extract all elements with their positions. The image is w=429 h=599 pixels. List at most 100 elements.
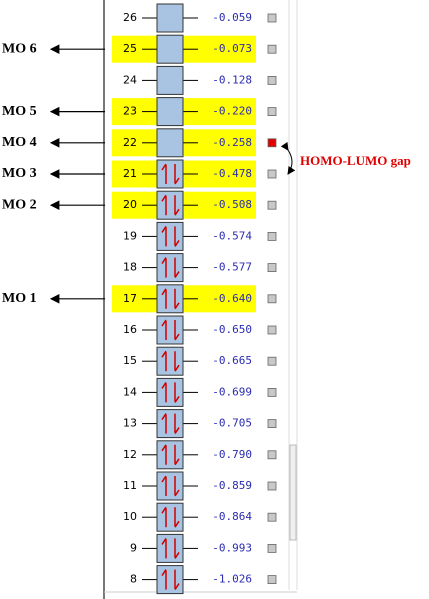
orbital-box[interactable]: [156, 65, 184, 95]
spin-down: [174, 257, 180, 279]
orbital-box[interactable]: [156, 34, 184, 64]
orbital-row[interactable]: 26 -0.059: [123, 3, 277, 33]
select-box[interactable]: [267, 169, 277, 179]
orbital-row[interactable]: 21 -0.478: [112, 159, 277, 189]
mo-label: MO 4: [2, 135, 37, 150]
orbital-box[interactable]: [156, 346, 184, 376]
orbital-box[interactable]: [156, 128, 184, 158]
orbital-box[interactable]: [156, 565, 184, 595]
spin-up: [161, 537, 167, 559]
orbital-row[interactable]: 16 -0.650: [123, 315, 277, 345]
orbital-energy: -0.059: [212, 11, 252, 24]
select-box[interactable]: [267, 419, 277, 429]
orbital-box[interactable]: [156, 377, 184, 407]
orbital-energy: -0.073: [212, 42, 252, 55]
spin-up: [161, 225, 167, 247]
orbital-row[interactable]: 22 -0.258: [112, 128, 277, 158]
orbital-energy: -1.026: [212, 573, 252, 586]
orbital-number: 15: [123, 354, 137, 367]
orbital-row[interactable]: 25 -0.073: [112, 34, 277, 64]
select-box[interactable]: [267, 450, 277, 460]
orbital-box[interactable]: [156, 190, 184, 220]
select-box[interactable]: [267, 387, 277, 397]
orbital-box[interactable]: [156, 97, 184, 127]
orbital-number: 20: [123, 198, 137, 211]
orbital-number: 21: [123, 167, 137, 180]
spin-up: [161, 444, 167, 465]
orbital-row[interactable]: 17 -0.640: [112, 284, 277, 314]
orbital-energy: -0.993: [212, 541, 252, 554]
spin-down: [174, 382, 180, 403]
select-box[interactable]: [267, 138, 277, 148]
orbital-box[interactable]: [156, 253, 184, 283]
select-box[interactable]: [267, 575, 277, 584]
spin-up: [161, 381, 167, 403]
select-box[interactable]: [267, 44, 277, 54]
orbital-row[interactable]: 9 -0.993: [130, 533, 277, 563]
gap-label: HOMO-LUMO gap: [300, 153, 411, 168]
orbital-energy: -0.665: [212, 354, 252, 367]
spin-down: [174, 476, 180, 497]
select-box[interactable]: [267, 512, 277, 522]
orbital-row[interactable]: 24 -0.128: [123, 65, 277, 95]
select-box[interactable]: [267, 13, 277, 23]
orbital-energy: -0.508: [212, 198, 252, 211]
spin-down: [174, 226, 180, 247]
orbital-box[interactable]: [156, 502, 184, 532]
orbital-row[interactable]: 14 -0.699: [123, 377, 277, 407]
orbital-energy: -0.699: [212, 385, 252, 398]
orbital-row[interactable]: 20 -0.508: [112, 190, 277, 220]
select-box[interactable]: [267, 356, 277, 366]
orbital-box[interactable]: [156, 471, 184, 501]
orbital-energy: -0.577: [212, 261, 252, 274]
orbital-row[interactable]: 13 -0.705: [123, 409, 277, 439]
orbital-number: 10: [123, 510, 137, 523]
scrollbar-thumb[interactable]: [289, 444, 297, 541]
orbital-row[interactable]: 12 -0.790: [123, 440, 277, 470]
orbital-energy: -0.128: [212, 73, 252, 86]
spin-down: [174, 164, 180, 185]
orbital-rows: 26 -0.059 25 -0.073 24 -0.128 23 -0.220 22 -0.258…: [112, 3, 277, 595]
orbital-row[interactable]: 8 -1.026: [130, 565, 277, 595]
orbital-row[interactable]: 15 -0.665: [123, 346, 277, 376]
spin-up: [161, 413, 167, 434]
orbital-box[interactable]: [156, 284, 184, 314]
orbital-box[interactable]: [156, 409, 184, 439]
select-box[interactable]: [267, 263, 277, 273]
spin-up: [161, 319, 167, 340]
mo-label: MO 3: [2, 166, 37, 181]
select-box[interactable]: [267, 231, 277, 241]
spin-up: [161, 163, 167, 184]
spin-down: [174, 413, 180, 435]
spin-down: [174, 569, 180, 591]
orbital-row[interactable]: 19 -0.574: [123, 221, 277, 251]
orbital-box[interactable]: [156, 159, 184, 189]
orbital-energy: -0.574: [212, 229, 252, 242]
orbital-row[interactable]: 10 -0.864: [123, 502, 277, 532]
orbital-box[interactable]: [156, 3, 184, 33]
orbital-row[interactable]: 11 -0.859: [123, 471, 277, 501]
orbital-row[interactable]: 18 -0.577: [123, 253, 277, 283]
orbital-box[interactable]: [156, 440, 184, 470]
mo-label: MO 5: [2, 104, 37, 119]
spin-up: [161, 475, 167, 496]
select-box[interactable]: [267, 544, 277, 553]
select-box[interactable]: [267, 481, 277, 491]
orbital-energy: -0.258: [212, 136, 252, 149]
orbital-number: 14: [123, 385, 137, 398]
orbital-box[interactable]: [156, 533, 184, 563]
orbital-number: 19: [123, 229, 137, 242]
spin-up: [161, 506, 167, 528]
orbital-number: 17: [123, 292, 137, 305]
select-box[interactable]: [267, 200, 277, 210]
select-box[interactable]: [267, 294, 277, 304]
orbital-row[interactable]: 23 -0.220: [112, 97, 277, 127]
spin-down: [174, 320, 180, 341]
orbital-box[interactable]: [156, 221, 184, 251]
spin-down: [174, 195, 180, 216]
select-box[interactable]: [267, 107, 277, 116]
spin-up: [161, 194, 167, 216]
select-box[interactable]: [267, 325, 277, 335]
select-box[interactable]: [267, 76, 277, 85]
orbital-box[interactable]: [156, 315, 184, 345]
